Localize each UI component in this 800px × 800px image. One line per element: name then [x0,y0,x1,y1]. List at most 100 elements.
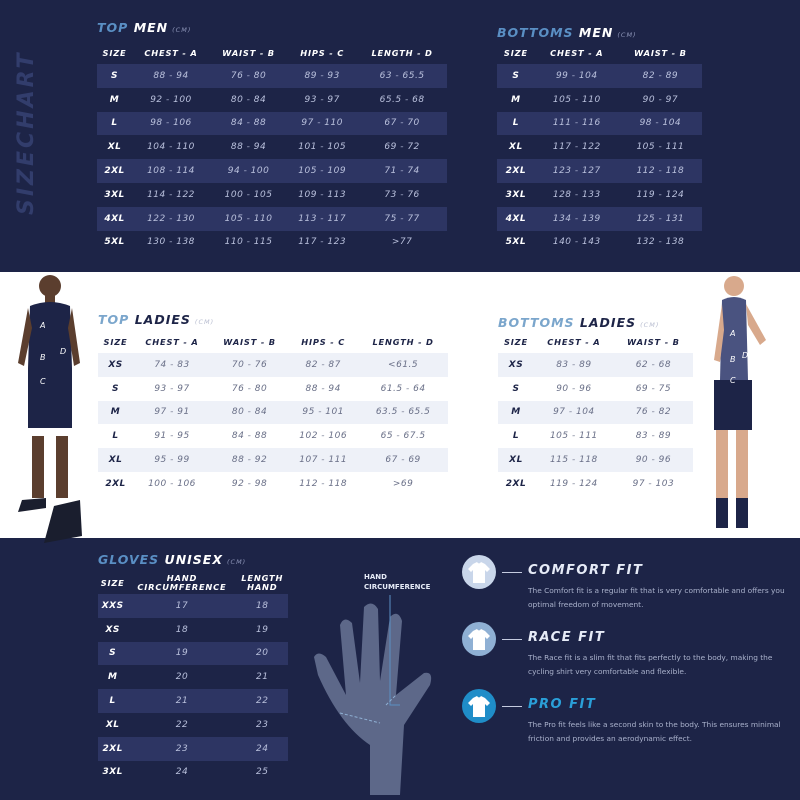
value-cell: 71 - 74 [357,159,447,183]
table-row: S 99 - 104 82 - 89 [497,64,702,88]
title-group: MEN [133,20,169,35]
size-cell: L [97,111,133,136]
hand-illustration [314,595,432,795]
size-cell: 4XL [97,206,133,231]
table-row: 4XL 134 - 139 125 - 131 [497,206,702,231]
male-model-figure: A B C D [18,275,82,543]
table-row: L 91 - 95 84 - 88 102 - 106 65 - 67.5 [98,424,448,448]
column-header: CHEST - A [144,47,198,58]
value-cell: 74 - 83 [133,353,211,377]
title-category: BOTTOMS [498,315,575,330]
value-cell: 110 - 115 [224,237,273,248]
column-header: CHEST - A [547,336,601,347]
divider [502,706,522,707]
value-cell: 23 [256,719,269,730]
size-cell: 2XL [497,159,535,183]
top-men-table: SIZE CHEST - A WAIST - B HIPS - C LENGTH - D… [97,42,447,254]
value-cell: 17 [127,594,237,618]
title-unit: (CM) [172,26,192,34]
value-cell: 130 - 138 [147,237,195,248]
value-cell: 89 - 93 [287,64,358,88]
value-cell: 125 - 131 [618,206,702,231]
value-cell: 111 - 116 [534,111,619,136]
label-a: A [729,329,735,338]
value-cell: 69 - 72 [384,142,420,153]
bottoms-ladies-title: BOTTOMS LADIES (CM) [498,315,659,330]
value-cell: 128 - 133 [552,189,601,200]
bottoms-men-table: SIZE CHEST - A WAIST - B S 99 - 104 82 - 89 M 1… [497,42,702,254]
value-cell: 65 - 67.5 [380,431,426,442]
size-cell: XXS [98,594,128,618]
table-row: 5XL 130 - 138 110 - 115 117 - 123 >77 [97,231,447,255]
fit-title: PRO FIT [528,697,597,712]
value-cell: 99 - 104 [534,64,619,88]
title-unit: (CM) [640,321,660,329]
fit-title: COMFORT FIT [528,563,644,578]
label-b: B [40,353,46,362]
value-cell: 105 - 111 [549,431,598,442]
value-cell: 117 - 122 [552,142,601,153]
column-header: LENGTH - D [371,47,433,58]
value-cell: 69 - 75 [635,383,672,394]
table-row: XL 22 23 [98,713,288,737]
top-men-title: TOP MEN (CM) [97,20,191,35]
table-row: 4XL 122 - 130 105 - 110 113 - 117 75 - 77 [97,206,447,231]
size-cell: 3XL [104,189,125,200]
size-cell: L [512,431,520,442]
title-group: LADIES [134,312,191,327]
value-cell: 24 [175,767,189,778]
value-cell: 91 - 95 [154,431,190,442]
fit-race-fit: RACE FIT The Race fit is a slim fit that … [462,622,792,682]
value-cell: 88 - 94 [305,383,341,394]
size-cell: XL [98,448,134,472]
size-cell: XL [509,142,523,153]
table-row: XL 115 - 118 90 - 96 [498,448,693,472]
bottoms-ladies-table: SIZE CHEST - A WAIST - B XS 83 - 89 62 - 68 S 9… [498,331,693,496]
size-cell: 5XL [505,237,527,248]
title-unit: (CM) [194,318,215,326]
gloves-table: SIZE HAND CIRCUMFERENCE LENGTH HAND XXS 17 18… [98,572,288,784]
title-unit: (CM) [617,31,637,39]
fit-description: The Pro fit feels like a second skin to … [528,720,781,743]
value-cell: 134 - 139 [534,206,619,231]
table-row: 3XL 114 - 122 100 - 105 109 - 113 73 - 76 [97,183,447,207]
value-cell: 84 - 88 [231,431,268,442]
value-cell: 107 - 111 [288,448,359,472]
fit-description: The Comfort fit is a regular fit that is… [528,586,785,609]
column-header: HAND CIRCUMFERENCE [137,573,227,592]
value-cell: 90 - 96 [556,383,592,394]
table-row: 2XL 108 - 114 94 - 100 105 - 109 71 - 74 [97,159,447,183]
value-cell: 90 - 97 [642,94,679,105]
value-cell: 105 - 111 [636,142,685,153]
value-cell: 88 - 94 [132,64,210,88]
value-cell: 23 [127,736,237,761]
column-header: SIZE [504,336,528,347]
column-header: LENGTH - D [372,336,434,347]
column-header: SIZE [503,47,528,58]
size-cell: 2XL [97,159,133,183]
value-cell: 63 - 65.5 [357,64,447,88]
table-row: 2XL 23 24 [98,736,288,761]
value-cell: 20 [175,672,189,683]
value-cell: 90 - 96 [613,448,693,472]
value-cell: 92 - 98 [231,478,268,489]
value-cell: 112 - 118 [299,478,348,489]
table-row: 2XL 100 - 106 92 - 98 112 - 118 >69 [98,472,448,496]
value-cell: 76 - 82 [613,400,693,425]
column-header: LENGTH HAND [241,573,284,592]
hand-circumference-label: HAND CIRCUMFERENCE [364,572,430,592]
value-cell: 100 - 105 [224,189,273,200]
table-row: XXS 17 18 [98,594,288,618]
value-cell: 132 - 138 [636,237,685,248]
fit-title: RACE FIT [528,630,606,645]
fit-description: The Race fit is a slim fit that fits per… [528,653,773,676]
value-cell: 25 [256,767,269,778]
table-row: XS 18 19 [98,618,288,642]
value-cell: 105 - 110 [209,206,288,231]
size-cell: XS [105,624,120,635]
table-row: 5XL 140 - 143 132 - 138 [497,231,702,255]
column-header: CHEST - A [145,336,199,347]
size-cell: 2XL [105,478,126,489]
column-header: WAIST - B [222,47,275,58]
value-cell: 119 - 124 [549,478,598,489]
